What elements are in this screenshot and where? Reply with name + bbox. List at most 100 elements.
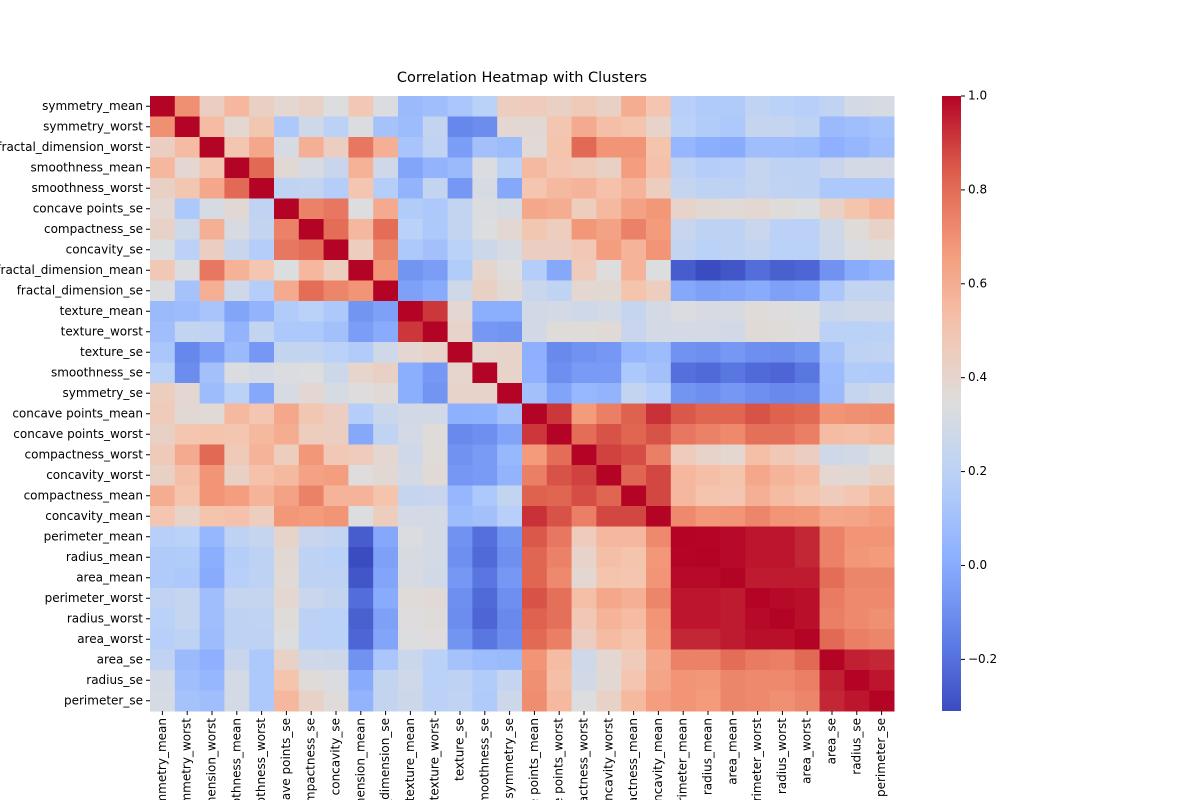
y-tick-label: radius_mean (66, 550, 143, 564)
heatmap-cell (174, 383, 201, 404)
heatmap-cell (497, 96, 523, 117)
heatmap-cell (298, 506, 325, 527)
x-tick-label: symmetry_mean (155, 718, 169, 800)
heatmap-cell (522, 690, 548, 712)
heatmap-cell (249, 137, 275, 158)
heatmap-cell (596, 588, 622, 609)
x-tick-label: concavity_se (329, 718, 343, 795)
heatmap-cell (596, 116, 622, 138)
heatmap-cell (596, 219, 622, 240)
heatmap-cell (770, 690, 796, 712)
heatmap-cell (174, 526, 201, 548)
heatmap-cell (224, 116, 250, 138)
heatmap-cell (249, 608, 275, 630)
heatmap-cell (745, 239, 771, 261)
heatmap-cell (249, 96, 275, 117)
heatmap-cell (373, 588, 399, 609)
heatmap-cell (720, 424, 746, 445)
heatmap-cell (571, 424, 597, 445)
heatmap-cell (720, 178, 746, 199)
heatmap-cell (695, 157, 721, 179)
heatmap-cell (323, 301, 349, 322)
heatmap-cell (398, 588, 424, 609)
heatmap-cell (670, 670, 697, 691)
heatmap-cell (224, 526, 250, 548)
heatmap-cell (497, 670, 523, 691)
heatmap-cell (348, 629, 374, 650)
heatmap-cell (770, 424, 796, 445)
heatmap-cell (150, 342, 176, 363)
heatmap-cell (348, 157, 374, 179)
heatmap-cell (819, 342, 845, 363)
heatmap-cell (422, 690, 449, 712)
heatmap-cell (621, 239, 647, 261)
heatmap-cell (720, 629, 746, 650)
heatmap-cell (199, 239, 225, 261)
heatmap-cell (646, 424, 672, 445)
heatmap-cell (150, 198, 176, 220)
heatmap-cell (150, 403, 176, 425)
heatmap-cell (770, 465, 796, 486)
heatmap-cell (249, 547, 275, 568)
heatmap-cell (274, 424, 300, 445)
heatmap-cell (373, 137, 399, 158)
heatmap-cell (398, 239, 424, 261)
heatmap-cell (497, 649, 523, 671)
heatmap-cell (522, 506, 548, 527)
heatmap-cell (869, 219, 895, 240)
chart-title: Correlation Heatmap with Clusters (397, 70, 647, 86)
heatmap-cell (571, 485, 597, 507)
heatmap-cell (298, 649, 325, 671)
heatmap-cell (249, 178, 275, 199)
heatmap-cell (621, 588, 647, 609)
heatmap-cell (670, 219, 697, 240)
heatmap-cell (348, 219, 374, 240)
heatmap-cell (472, 567, 498, 589)
heatmap-cell (174, 567, 201, 589)
heatmap-cell (472, 219, 498, 240)
heatmap-cell (819, 485, 845, 507)
heatmap-cell (670, 383, 697, 404)
heatmap-cell (497, 608, 523, 630)
heatmap-cell (844, 239, 870, 261)
heatmap-cell (323, 670, 349, 691)
heatmap-cell (695, 383, 721, 404)
heatmap-cell (348, 116, 374, 138)
heatmap-cell (670, 280, 697, 302)
heatmap-cell (695, 649, 721, 671)
x-tick-label: radius_worst (775, 718, 789, 794)
heatmap-cell (447, 178, 473, 199)
heatmap-cell (670, 424, 697, 445)
heatmap-cell (869, 280, 895, 302)
heatmap-cell (522, 629, 548, 650)
heatmap-cell (224, 342, 250, 363)
heatmap-cell (819, 690, 845, 712)
heatmap-cell (670, 526, 697, 548)
heatmap-cell (249, 506, 275, 527)
heatmap-cell (646, 670, 672, 691)
heatmap-cell (497, 465, 523, 486)
heatmap-cell (546, 444, 573, 466)
heatmap-cell (546, 301, 573, 322)
heatmap-cell (373, 178, 399, 199)
heatmap-cell (720, 362, 746, 384)
x-tick-label: concave points_worst (552, 718, 566, 800)
heatmap-cell (770, 198, 796, 220)
heatmap-cell (819, 137, 845, 158)
y-tick-label: perimeter_se (64, 693, 143, 707)
heatmap-cell (720, 403, 746, 425)
heatmap-cell (546, 362, 573, 384)
heatmap-cell (670, 506, 697, 527)
heatmap-cell (571, 260, 597, 281)
heatmap-cell (670, 567, 697, 589)
heatmap-cell (373, 239, 399, 261)
y-tick-label: concave points_worst (13, 427, 143, 441)
heatmap-cell (398, 178, 424, 199)
heatmap-cell (472, 342, 498, 363)
heatmap-cell (298, 342, 325, 363)
heatmap-cell (819, 260, 845, 281)
heatmap-cell (348, 383, 374, 404)
heatmap-cell (720, 383, 746, 404)
heatmap-cell (348, 547, 374, 568)
heatmap-cell (869, 301, 895, 322)
